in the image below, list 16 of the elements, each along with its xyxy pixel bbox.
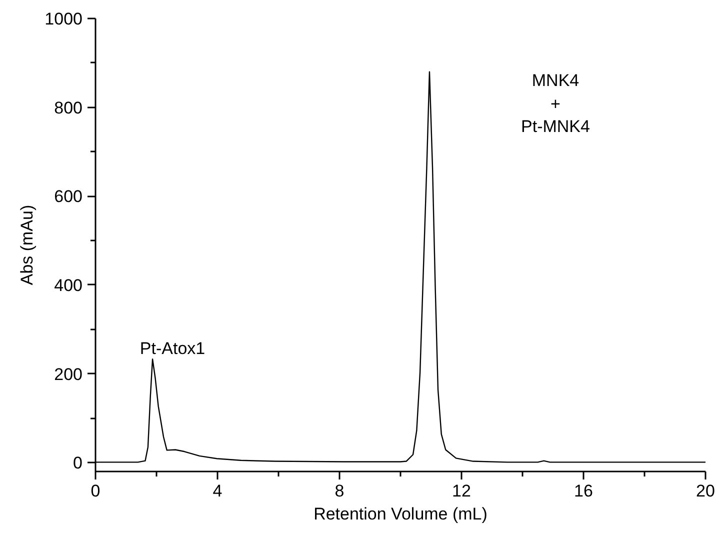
x-axis-title: Retention Volume (mL) <box>314 504 488 524</box>
x-tick-label: 4 <box>212 482 222 500</box>
x-tick-label: 12 <box>452 482 471 500</box>
x-tick-label: 16 <box>574 482 593 500</box>
y-tick-label: 200 <box>54 364 83 384</box>
annotation: MNK4 + Pt-MNK4 <box>521 71 590 136</box>
y-tick-label: 400 <box>54 276 83 295</box>
y-tick-label: 600 <box>54 187 83 206</box>
y-tick-label: 800 <box>54 98 83 118</box>
x-tick-label: 20 <box>696 482 715 500</box>
y-tick-label: 1000 <box>44 10 83 28</box>
y-tick-label: 0 <box>73 454 83 473</box>
x-tick-label: 0 <box>90 482 100 500</box>
y-axis-title: Abs (mAu) <box>18 204 37 286</box>
x-tick-label: 8 <box>334 482 344 500</box>
annotation: Pt-Atox1 <box>140 339 206 358</box>
